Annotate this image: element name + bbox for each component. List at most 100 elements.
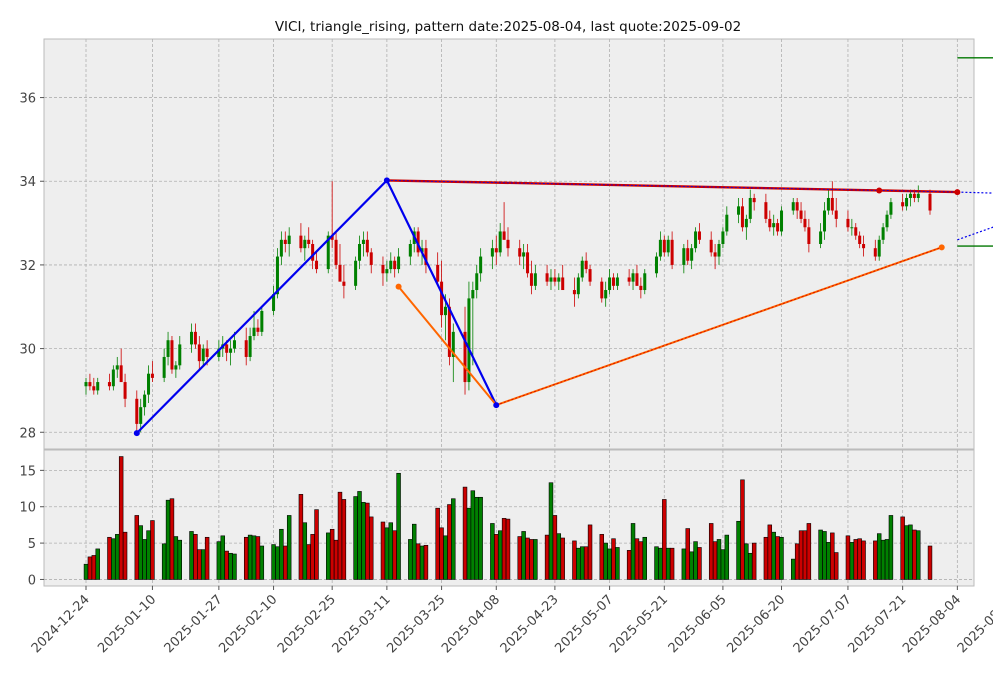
candle-body <box>389 260 393 270</box>
candle-body <box>772 223 776 228</box>
candle-body <box>608 277 612 291</box>
volume-bar <box>490 523 495 580</box>
candle-body <box>287 235 291 244</box>
volume-bar <box>204 536 210 580</box>
candle-body <box>232 340 236 349</box>
candle-body <box>533 273 537 286</box>
candle-body <box>768 218 772 228</box>
candle-body <box>494 248 498 253</box>
volume-bar <box>642 536 647 580</box>
volume-bar <box>634 538 640 580</box>
candle-body <box>522 252 526 257</box>
candle-body <box>615 277 619 286</box>
candle-body <box>189 331 194 345</box>
volume-bar <box>912 529 917 580</box>
volume-bar <box>443 535 448 580</box>
volume-bar <box>580 546 585 580</box>
volume-bar <box>876 533 882 580</box>
volume-bar <box>497 530 503 580</box>
candle-body <box>92 386 96 391</box>
candle-body <box>342 281 346 286</box>
volume-bar <box>111 538 116 580</box>
volume-bar <box>220 535 225 580</box>
volume-bar <box>337 491 343 580</box>
candle-body <box>553 277 557 282</box>
volume-bar <box>556 533 562 580</box>
candle-body <box>147 373 151 395</box>
candle-body <box>854 227 858 236</box>
candle-body <box>877 239 881 257</box>
candle-body <box>84 382 88 387</box>
volume-bar <box>791 558 796 580</box>
volume-bar <box>603 542 608 580</box>
candle-body <box>545 273 549 282</box>
candle-body <box>424 248 428 265</box>
candle-body <box>283 239 287 244</box>
volume-bar <box>357 491 362 580</box>
price-tick-label: 28 <box>19 426 36 441</box>
volume-bar <box>286 515 292 580</box>
volume-bar <box>767 524 773 580</box>
volume-bar <box>329 528 335 580</box>
volume-bar <box>388 522 393 580</box>
volume-bar <box>587 524 593 580</box>
candle-body <box>107 382 111 387</box>
candle-body <box>252 327 256 337</box>
volume-bar <box>447 504 452 580</box>
pivot-marker <box>133 430 140 437</box>
candle-body <box>381 264 385 274</box>
candle-body <box>658 239 662 257</box>
candle-body <box>752 197 756 203</box>
volume-bar <box>161 543 167 580</box>
volume-bar <box>708 523 714 580</box>
candle-body <box>682 248 686 265</box>
candle-body <box>858 235 862 244</box>
candle-body <box>549 277 553 282</box>
volume-bar <box>197 549 202 580</box>
candle-body <box>717 244 721 257</box>
volume-bar <box>861 540 866 580</box>
candle-body <box>498 231 502 253</box>
candle-body <box>588 269 592 282</box>
volume-bar <box>775 536 780 580</box>
candle-body <box>119 365 123 383</box>
candle-body <box>369 252 373 265</box>
lower-support-dotted-overlay <box>496 246 942 406</box>
candle-body <box>830 197 834 211</box>
volume-bars <box>83 456 933 580</box>
candle-body <box>443 306 447 316</box>
candle-body <box>326 235 330 270</box>
volume-bar <box>630 523 636 580</box>
candle-body <box>436 264 440 282</box>
volume-bar <box>310 534 315 580</box>
candle-body <box>174 365 178 370</box>
volume-bar <box>369 516 374 580</box>
candle-body <box>807 227 811 244</box>
volume-bar <box>380 521 386 580</box>
volume-bar <box>689 551 694 580</box>
candle-body <box>272 294 276 311</box>
volume-bar <box>748 552 753 580</box>
volume-bar <box>146 530 151 580</box>
candle-body <box>315 260 319 270</box>
candle-body <box>780 210 784 232</box>
candle-body <box>217 348 221 357</box>
candle-body <box>928 193 932 211</box>
volume-bar <box>193 534 198 580</box>
volume-bar <box>165 499 171 580</box>
volume-bar <box>451 498 456 580</box>
volume-bar <box>740 479 745 580</box>
volume-bar <box>583 546 589 580</box>
candle-body <box>572 290 576 295</box>
candle-body <box>873 248 877 257</box>
candle-body <box>764 202 768 219</box>
volume-bar <box>439 527 444 580</box>
volume-bar <box>224 550 229 580</box>
candle-body <box>354 260 358 286</box>
volume-bar <box>494 534 499 580</box>
volume-bar <box>560 537 565 580</box>
candle-body <box>479 256 483 274</box>
candle-body <box>631 273 635 282</box>
volume-bar <box>685 528 690 580</box>
